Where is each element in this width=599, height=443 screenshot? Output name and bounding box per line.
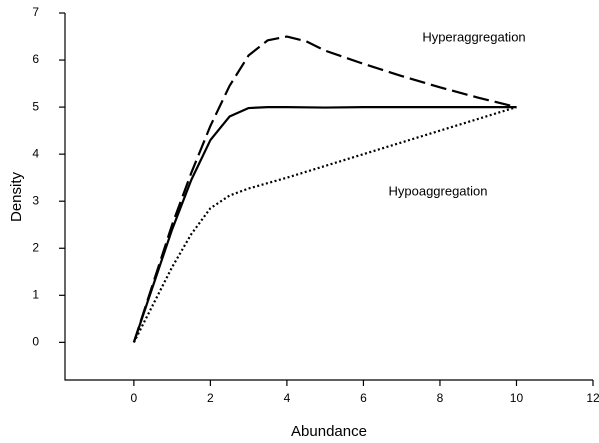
x-tick-label: 12: [586, 391, 599, 405]
y-tick-label: 4: [32, 146, 39, 160]
y-tick-label: 2: [32, 240, 39, 254]
x-tick-label: 6: [360, 391, 367, 405]
line: [132, 106, 517, 343]
annotation: Hyperaggregation: [422, 29, 525, 44]
x-tick-label: 0: [131, 391, 138, 405]
y-tick-label: 1: [32, 287, 39, 301]
y-tick-label: 7: [32, 5, 39, 19]
line: [132, 35, 517, 343]
x-tick-label: 8: [437, 391, 444, 405]
x-tick-label: 4: [284, 391, 291, 405]
y-tick-label: 0: [32, 335, 39, 349]
x-tick-label: 10: [510, 391, 524, 405]
y-tick-label: 3: [32, 193, 39, 207]
y-tick-label: 5: [32, 99, 39, 113]
annotation: Hypoaggregation: [388, 183, 487, 198]
line: [132, 106, 517, 343]
y-axis-title: Density: [8, 171, 25, 222]
y-tick-label: 6: [32, 52, 39, 66]
x-tick-label: 2: [207, 391, 214, 405]
x-axis-title: Abundance: [291, 423, 367, 440]
axes: [64, 13, 593, 381]
